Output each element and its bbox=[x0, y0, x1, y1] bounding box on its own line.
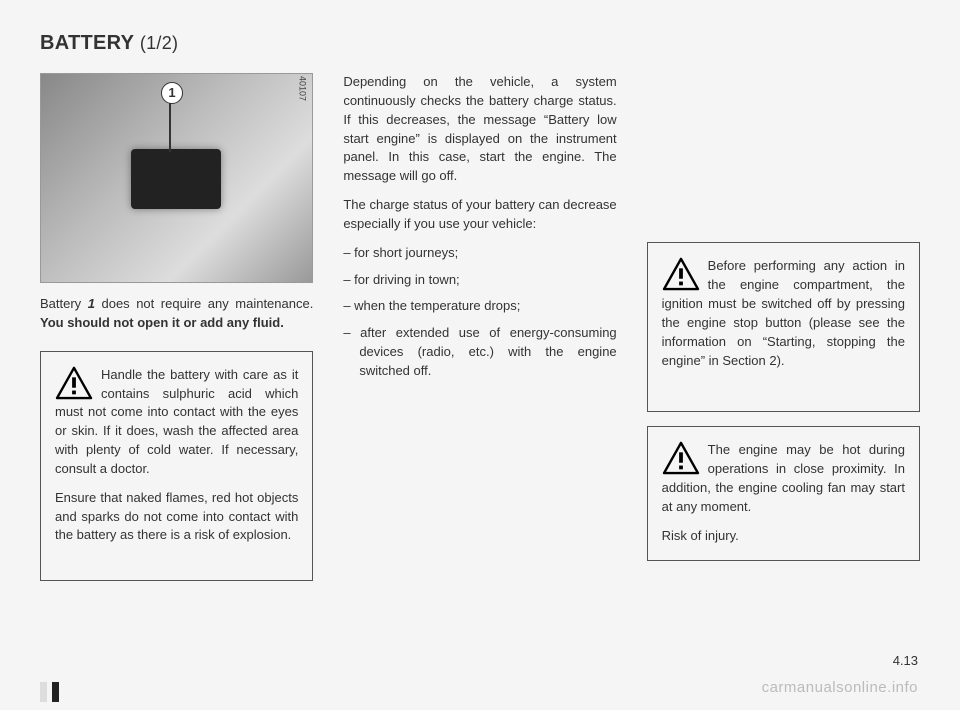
battery-graphic bbox=[131, 149, 221, 209]
body-para-2: The charge status of your battery can de… bbox=[343, 196, 616, 234]
body-list: for short journeys; for driving in town;… bbox=[343, 244, 616, 381]
manual-page: BATTERY (1/2) 40107 1 Battery 1 does not… bbox=[0, 0, 960, 710]
caption-ref: 1 bbox=[88, 296, 95, 311]
list-item: for driving in town; bbox=[343, 271, 616, 290]
figure-caption: Battery 1 does not require any maintenan… bbox=[40, 295, 313, 333]
warning-1-para-2: Ensure that naked flames, red hot object… bbox=[55, 489, 298, 546]
content-columns: 40107 1 Battery 1 does not require any m… bbox=[40, 73, 920, 595]
body-para-1: Depending on the vehicle, a system conti… bbox=[343, 73, 616, 186]
column-1: 40107 1 Battery 1 does not require any m… bbox=[40, 73, 313, 595]
warning-icon bbox=[662, 257, 700, 291]
warning-icon bbox=[662, 441, 700, 475]
footer-mark bbox=[40, 682, 47, 702]
warning-3-para-2: Risk of injury. bbox=[662, 527, 905, 546]
figure-id: 40107 bbox=[295, 76, 308, 101]
caption-bold: You should not open it or add any fluid. bbox=[40, 315, 284, 330]
watermark: carmanualsonline.info bbox=[762, 679, 918, 696]
engine-figure: 40107 1 bbox=[40, 73, 313, 283]
list-item: after extended use of energy-consuming d… bbox=[343, 324, 616, 381]
spacer bbox=[647, 73, 920, 242]
column-3: Before performing any action in the engi… bbox=[647, 73, 920, 595]
caption-text-2: does not require any maintenance. bbox=[95, 296, 313, 311]
footer-marks bbox=[40, 682, 59, 702]
warning-icon bbox=[55, 366, 93, 400]
list-item: for short journeys; bbox=[343, 244, 616, 263]
page-title: BATTERY (1/2) bbox=[40, 32, 920, 55]
title-part: (1/2) bbox=[140, 33, 179, 53]
caption-text-1: Battery bbox=[40, 296, 88, 311]
list-item: when the temperature drops; bbox=[343, 297, 616, 316]
footer-mark bbox=[52, 682, 59, 702]
page-number: 4.13 bbox=[893, 653, 918, 668]
column-2: Depending on the vehicle, a system conti… bbox=[343, 73, 616, 595]
title-text: BATTERY bbox=[40, 32, 134, 54]
warning-box-3: The engine may be hot during operations … bbox=[647, 426, 920, 560]
warning-box-1: Handle the battery with care as it conta… bbox=[40, 351, 313, 581]
callout-number: 1 bbox=[161, 82, 183, 104]
warning-box-2: Before performing any action in the engi… bbox=[647, 242, 920, 412]
